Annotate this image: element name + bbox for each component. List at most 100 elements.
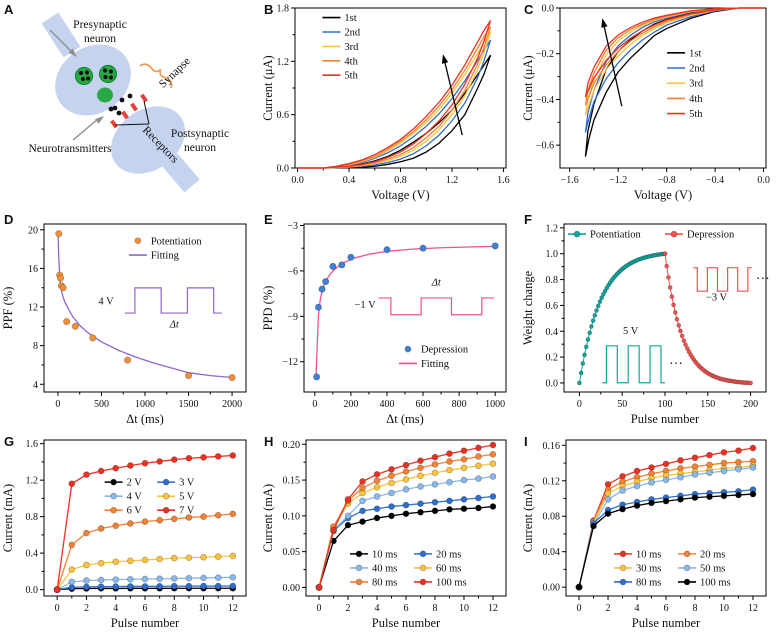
panel-letter-h: H xyxy=(264,434,274,449)
chart-pulse-interval-dependence: 0 2 4 6 8 10 12 0.00 0.04 0.08 0.12 0.16 Pulse numbe… xyxy=(521,439,767,630)
receptor-pointer-lines xyxy=(114,100,150,126)
svg-text:0.4: 0.4 xyxy=(546,327,559,338)
svg-text:0: 0 xyxy=(55,399,60,410)
svg-text:Δt (ms): Δt (ms) xyxy=(386,412,424,426)
svg-text:Pulse number: Pulse number xyxy=(632,616,701,630)
svg-text:100: 100 xyxy=(658,399,673,410)
svg-text:12: 12 xyxy=(748,603,758,614)
svg-text:2nd: 2nd xyxy=(689,64,706,75)
svg-text:150: 150 xyxy=(700,399,715,410)
fused-vesicle xyxy=(97,87,113,103)
chart-ppd: 0 200 400 600 800 1000 −3 −6 −9 −12 Δt (ms) PPD (%)… xyxy=(261,221,507,426)
svg-text:40 ms: 40 ms xyxy=(372,563,397,574)
svg-text:6: 6 xyxy=(664,603,669,614)
label-synapse: Synapse xyxy=(157,55,193,90)
svg-text:5 V: 5 V xyxy=(623,326,639,337)
svg-text:10 ms: 10 ms xyxy=(636,549,661,560)
svg-text:0.6: 0.6 xyxy=(546,301,559,312)
panel-letter-c: C xyxy=(524,2,534,17)
label-presynaptic-2: neuron xyxy=(84,33,116,45)
vesicle-icon xyxy=(74,66,94,86)
svg-text:2 V: 2 V xyxy=(127,478,143,489)
svg-text:6: 6 xyxy=(404,603,409,614)
svg-text:4: 4 xyxy=(33,380,38,391)
vesicle-icon xyxy=(98,64,118,84)
svg-text:0.0: 0.0 xyxy=(542,4,555,15)
svg-text:12: 12 xyxy=(28,303,38,314)
panel-h: H 0 2 4 6 8 10 12 0.00 0.05 0.10 0.15 0.20 Pulse num… xyxy=(260,432,520,642)
svg-text:200: 200 xyxy=(743,399,758,410)
svg-text:Δt: Δt xyxy=(431,277,442,288)
chart-ppf: 0 500 1000 1500 2000 4 8 12 16 20 Δt (ms) PPF (%) 4 … xyxy=(1,223,247,426)
pointer-arrow-icon xyxy=(72,116,104,141)
svg-text:2: 2 xyxy=(84,603,89,614)
label-postsynaptic-2: neuron xyxy=(184,142,216,154)
svg-text:−0.2: −0.2 xyxy=(536,49,554,60)
svg-text:4: 4 xyxy=(375,603,380,614)
svg-text:8: 8 xyxy=(432,603,437,614)
svg-text:30 ms: 30 ms xyxy=(636,563,661,574)
svg-text:0.00: 0.00 xyxy=(283,583,301,594)
svg-text:0.0: 0.0 xyxy=(546,378,559,389)
svg-text:1000: 1000 xyxy=(135,399,155,410)
vesicle-contents xyxy=(78,68,114,82)
svg-text:100 ms: 100 ms xyxy=(436,577,467,588)
svg-text:1.2: 1.2 xyxy=(546,223,559,234)
svg-text:PPD (%): PPD (%) xyxy=(261,286,275,331)
svg-text:1.6: 1.6 xyxy=(26,439,39,450)
svg-text:0: 0 xyxy=(577,399,582,410)
panel-letter-g: G xyxy=(4,434,15,449)
svg-text:20: 20 xyxy=(28,225,38,236)
svg-text:Pulse number: Pulse number xyxy=(372,616,441,630)
svg-text:Fitting: Fitting xyxy=(421,359,450,370)
svg-text:80 ms: 80 ms xyxy=(636,577,661,588)
svg-text:0.4: 0.4 xyxy=(343,175,356,186)
svg-text:2: 2 xyxy=(606,603,611,614)
svg-text:−3 V: −3 V xyxy=(706,292,728,303)
svg-text:Δt (ms): Δt (ms) xyxy=(126,412,164,426)
svg-text:0.15: 0.15 xyxy=(283,476,301,487)
neurotransmitter-dots xyxy=(108,93,133,116)
svg-text:2nd: 2nd xyxy=(344,28,361,39)
svg-text:0.4: 0.4 xyxy=(26,549,39,560)
receptors xyxy=(110,93,148,129)
svg-text:80 ms: 80 ms xyxy=(372,577,397,588)
svg-text:Voltage (V): Voltage (V) xyxy=(634,188,692,202)
svg-text:−6: −6 xyxy=(287,266,298,277)
svg-text:0.16: 0.16 xyxy=(543,441,561,452)
svg-text:1st: 1st xyxy=(689,48,701,59)
panel-e: E 0 200 400 600 800 1000 −3 −6 −9 −12 Δt (ms) PPD (… xyxy=(260,210,520,432)
label-postsynaptic: Postsynaptic xyxy=(171,128,229,140)
svg-text:0.10: 0.10 xyxy=(283,511,301,522)
svg-text:20 ms: 20 ms xyxy=(700,549,725,560)
svg-text:0.20: 0.20 xyxy=(283,440,301,451)
svg-text:3 V: 3 V xyxy=(179,478,195,489)
svg-text:50: 50 xyxy=(617,399,627,410)
panel-c: C −1.6 −1.2 −0.8 −0.4 0.0 0.0 −0.2 −0.4 −0.6 Volt… xyxy=(520,0,780,210)
svg-text:1000: 1000 xyxy=(485,399,505,410)
svg-text:0.6: 0.6 xyxy=(277,110,290,121)
pointer-arrow-icon xyxy=(49,29,77,57)
panel-b: B 0.0 0.4 0.8 1.2 1.6 0.0 0.6 1.2 1.8 Voltage (V)… xyxy=(260,0,520,210)
svg-text:60 ms: 60 ms xyxy=(436,563,461,574)
svg-text:−0.6: −0.6 xyxy=(536,141,554,152)
svg-text:Current (mA): Current (mA) xyxy=(261,484,275,552)
svg-text:0.05: 0.05 xyxy=(283,547,301,558)
chart-iv-positive: 0.0 0.4 0.8 1.2 1.6 0.0 0.6 1.2 1.8 Voltage (V) Cu… xyxy=(261,4,510,203)
panel-d: D 0 500 1000 1500 2000 4 8 12 16 20 Δt (ms) PPF (%)… xyxy=(0,210,260,432)
svg-text:4 V: 4 V xyxy=(98,297,114,308)
svg-text:Current (μA): Current (μA) xyxy=(521,55,535,120)
svg-text:1.0: 1.0 xyxy=(546,249,559,260)
svg-text:16: 16 xyxy=(28,264,38,275)
svg-text:0.0: 0.0 xyxy=(26,585,39,596)
panel-letter-a: A xyxy=(4,2,14,17)
panel-i: I 0 2 4 6 8 10 12 0.00 0.04 0.08 0.12 0.16 Pulse num… xyxy=(520,432,780,642)
svg-text:4th: 4th xyxy=(689,94,703,105)
svg-text:−9: −9 xyxy=(287,312,298,323)
svg-text:4: 4 xyxy=(113,603,118,614)
svg-text:0.8: 0.8 xyxy=(394,175,407,186)
svg-text:8: 8 xyxy=(33,341,38,352)
svg-text:−12: −12 xyxy=(282,357,298,368)
svg-text:Potentiation: Potentiation xyxy=(151,236,202,247)
